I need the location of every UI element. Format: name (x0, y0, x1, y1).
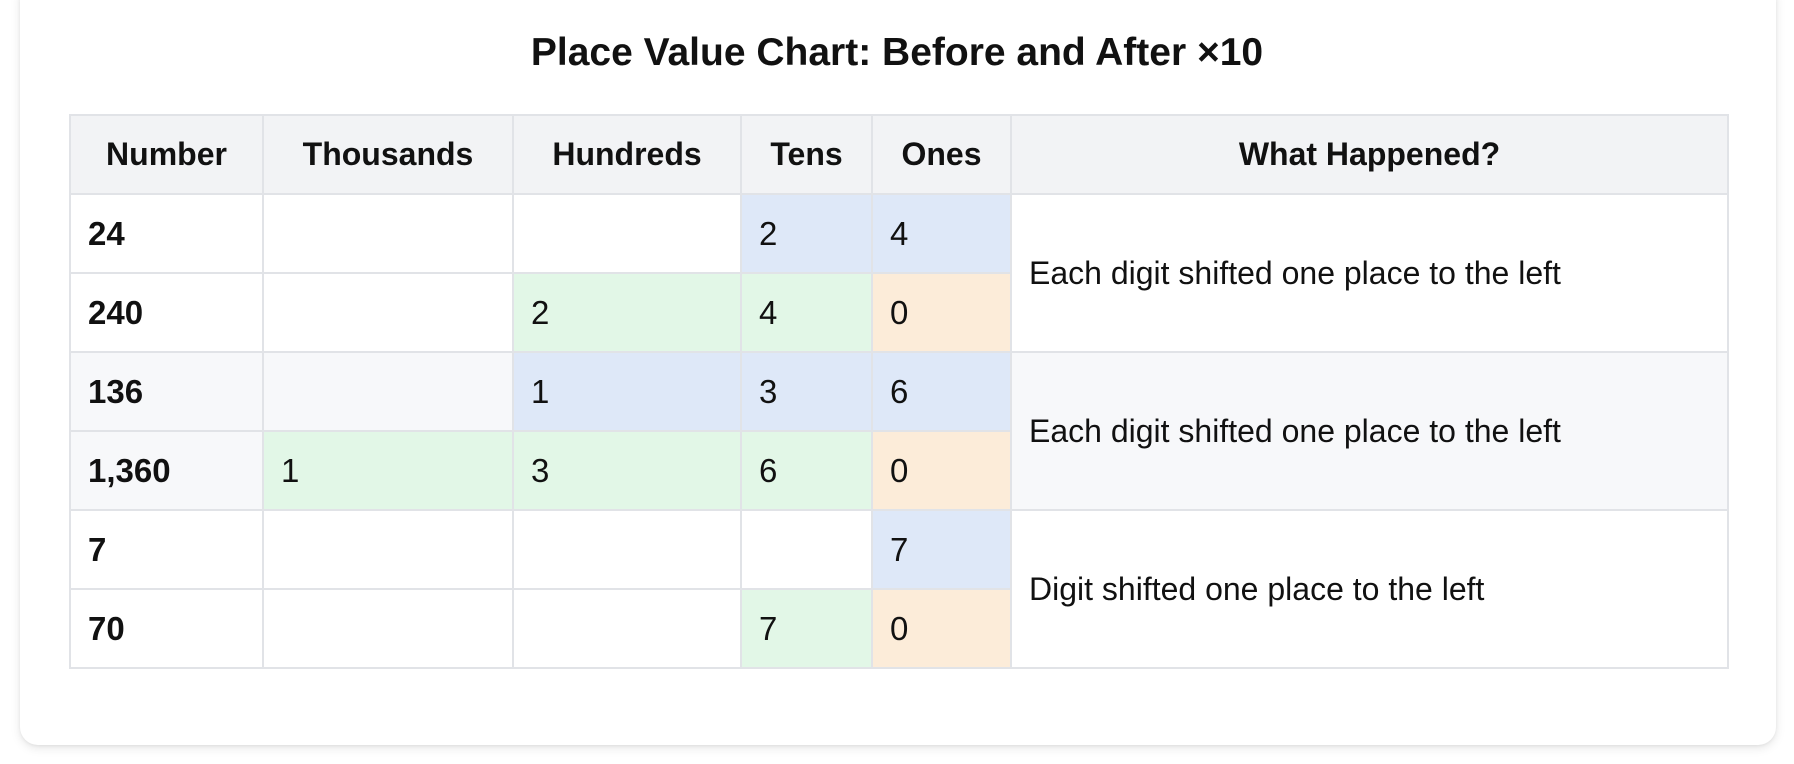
thousands-cell (262, 351, 514, 432)
ones-cell: 0 (871, 430, 1012, 511)
tens-cell: 7 (740, 588, 873, 669)
hundreds-cell (512, 588, 742, 669)
header-tens: Tens (740, 114, 873, 195)
what-happened-note: Digit shifted one place to the left (1010, 509, 1729, 669)
table-row: 240 2 4 0 (69, 272, 1728, 353)
ones-cell: 4 (871, 193, 1012, 274)
table-row: 7 7 Digit shifted one place to the left (69, 509, 1729, 669)
header-what-happened: What Happened? (1010, 114, 1729, 195)
thousands-cell (262, 588, 514, 669)
tens-cell (740, 509, 873, 590)
hundreds-cell (512, 193, 742, 274)
hundreds-cell: 1 (512, 351, 742, 432)
table-row: 24 2 4 Each digit shifted one place to t… (69, 193, 1729, 353)
hundreds-cell (512, 509, 742, 590)
what-happened-note: Each digit shifted one place to the left (1010, 351, 1729, 511)
tens-cell: 4 (740, 272, 873, 353)
table-row: 136 1 3 6 Each digit shifted one place t… (69, 351, 1729, 511)
what-happened-note: Each digit shifted one place to the left (1010, 193, 1729, 353)
header-number: Number (69, 114, 264, 195)
thousands-cell: 1 (262, 430, 514, 511)
number-cell: 1,360 (69, 430, 264, 511)
place-value-table: Number Thousands Hundreds Tens Ones What… (69, 114, 1729, 669)
table-row: 70 7 0 (69, 588, 1728, 669)
header-thousands: Thousands (262, 114, 514, 195)
tens-cell: 3 (740, 351, 873, 432)
thousands-cell (262, 272, 514, 353)
thousands-cell (262, 509, 514, 590)
number-cell: 24 (69, 193, 264, 274)
header-ones: Ones (871, 114, 1012, 195)
number-cell: 70 (69, 588, 264, 669)
number-cell: 240 (69, 272, 264, 353)
ones-cell: 0 (871, 272, 1012, 353)
tens-cell: 6 (740, 430, 873, 511)
tens-cell: 2 (740, 193, 873, 274)
page-title: Place Value Chart: Before and After ×10 (530, 31, 1264, 74)
number-cell: 136 (69, 351, 264, 432)
hundreds-cell: 2 (512, 272, 742, 353)
thousands-cell (262, 193, 514, 274)
table-row: 1,360 1 3 6 0 (69, 430, 1728, 511)
ones-cell: 7 (871, 509, 1012, 590)
ones-cell: 0 (871, 588, 1012, 669)
header-hundreds: Hundreds (512, 114, 742, 195)
table-header-row: Number Thousands Hundreds Tens Ones What… (69, 114, 1729, 195)
hundreds-cell: 3 (512, 430, 742, 511)
number-cell: 7 (69, 509, 264, 590)
ones-cell: 6 (871, 351, 1012, 432)
